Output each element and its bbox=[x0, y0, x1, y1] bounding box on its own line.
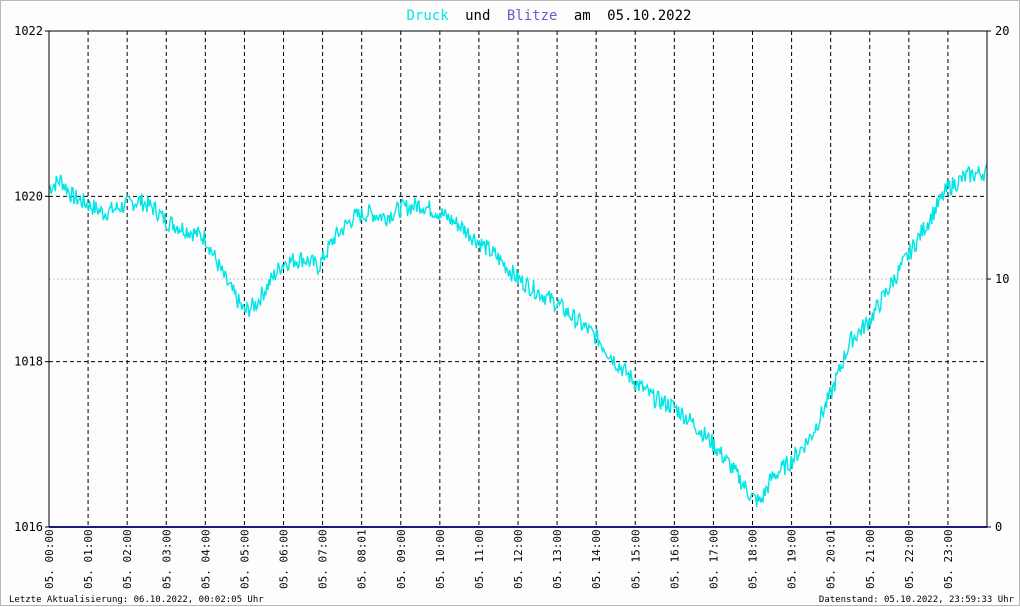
x-tick-label: 05. 23:00 bbox=[942, 529, 955, 589]
x-tick-label: 05. 12:00 bbox=[512, 529, 525, 589]
x-tick-label: 05. 17:00 bbox=[707, 529, 720, 589]
x-tick-label: 05. 18:00 bbox=[747, 529, 760, 589]
chart-title: Druck und Blitze am 05.10.2022 bbox=[407, 8, 692, 24]
axes bbox=[45, 30, 991, 528]
footer-last-update: Letzte Aktualisierung: 06.10.2022, 00:02… bbox=[9, 595, 264, 605]
x-tick-label: 05. 05:00 bbox=[238, 529, 251, 589]
y-left-tick-label: 1016 bbox=[14, 520, 43, 534]
x-tick-label: 05. 11:00 bbox=[473, 529, 486, 589]
y-right-tick-label: 0 bbox=[995, 520, 1002, 534]
x-tick-label: 05. 04:00 bbox=[199, 529, 212, 589]
title-date: 05.10.2022 bbox=[607, 8, 691, 24]
x-tick-label: 05. 10:00 bbox=[434, 529, 447, 589]
title-pressure-word: Druck bbox=[407, 8, 450, 24]
title-and-word: und bbox=[465, 8, 490, 24]
x-tick-label: 05. 13:00 bbox=[551, 529, 564, 589]
x-tick-label: 05. 03:00 bbox=[160, 529, 173, 589]
x-tick-label: 05. 02:00 bbox=[121, 529, 134, 589]
x-tick-label: 05. 19:00 bbox=[786, 529, 799, 589]
y-right-tick-label: 20 bbox=[995, 24, 1009, 38]
x-tick-label: 05. 15:00 bbox=[629, 529, 642, 589]
y-right-tick-label: 10 bbox=[995, 272, 1009, 286]
y-left-tick-label: 1018 bbox=[14, 355, 43, 369]
x-tick-label: 05. 14:00 bbox=[590, 529, 603, 589]
series-layer bbox=[48, 163, 988, 528]
x-tick-label: 05. 06:00 bbox=[278, 529, 291, 589]
x-tick-label: 05. 20:01 bbox=[825, 529, 838, 589]
x-tick-label: 05. 08:01 bbox=[356, 529, 369, 589]
series-line-druck bbox=[48, 163, 988, 507]
x-tick-label: 05. 22:00 bbox=[903, 529, 916, 589]
x-tick-label: 05. 16:00 bbox=[668, 529, 681, 589]
title-on-word: am bbox=[574, 8, 591, 24]
x-tick-label: 05. 21:00 bbox=[864, 529, 877, 589]
y-left-tick-label: 1020 bbox=[14, 189, 43, 203]
x-tick-label: 05. 00:00 bbox=[43, 529, 56, 589]
footer-data-status: Datenstand: 05.10.2022, 23:59:33 Uhr bbox=[819, 595, 1015, 605]
y-left-tick-label: 1022 bbox=[14, 24, 43, 38]
x-tick-label: 05. 09:00 bbox=[395, 529, 408, 589]
x-tick-label: 05. 07:00 bbox=[317, 529, 330, 589]
x-tick-label: 05. 01:00 bbox=[82, 529, 95, 589]
title-lightning-word: Blitze bbox=[507, 8, 558, 24]
